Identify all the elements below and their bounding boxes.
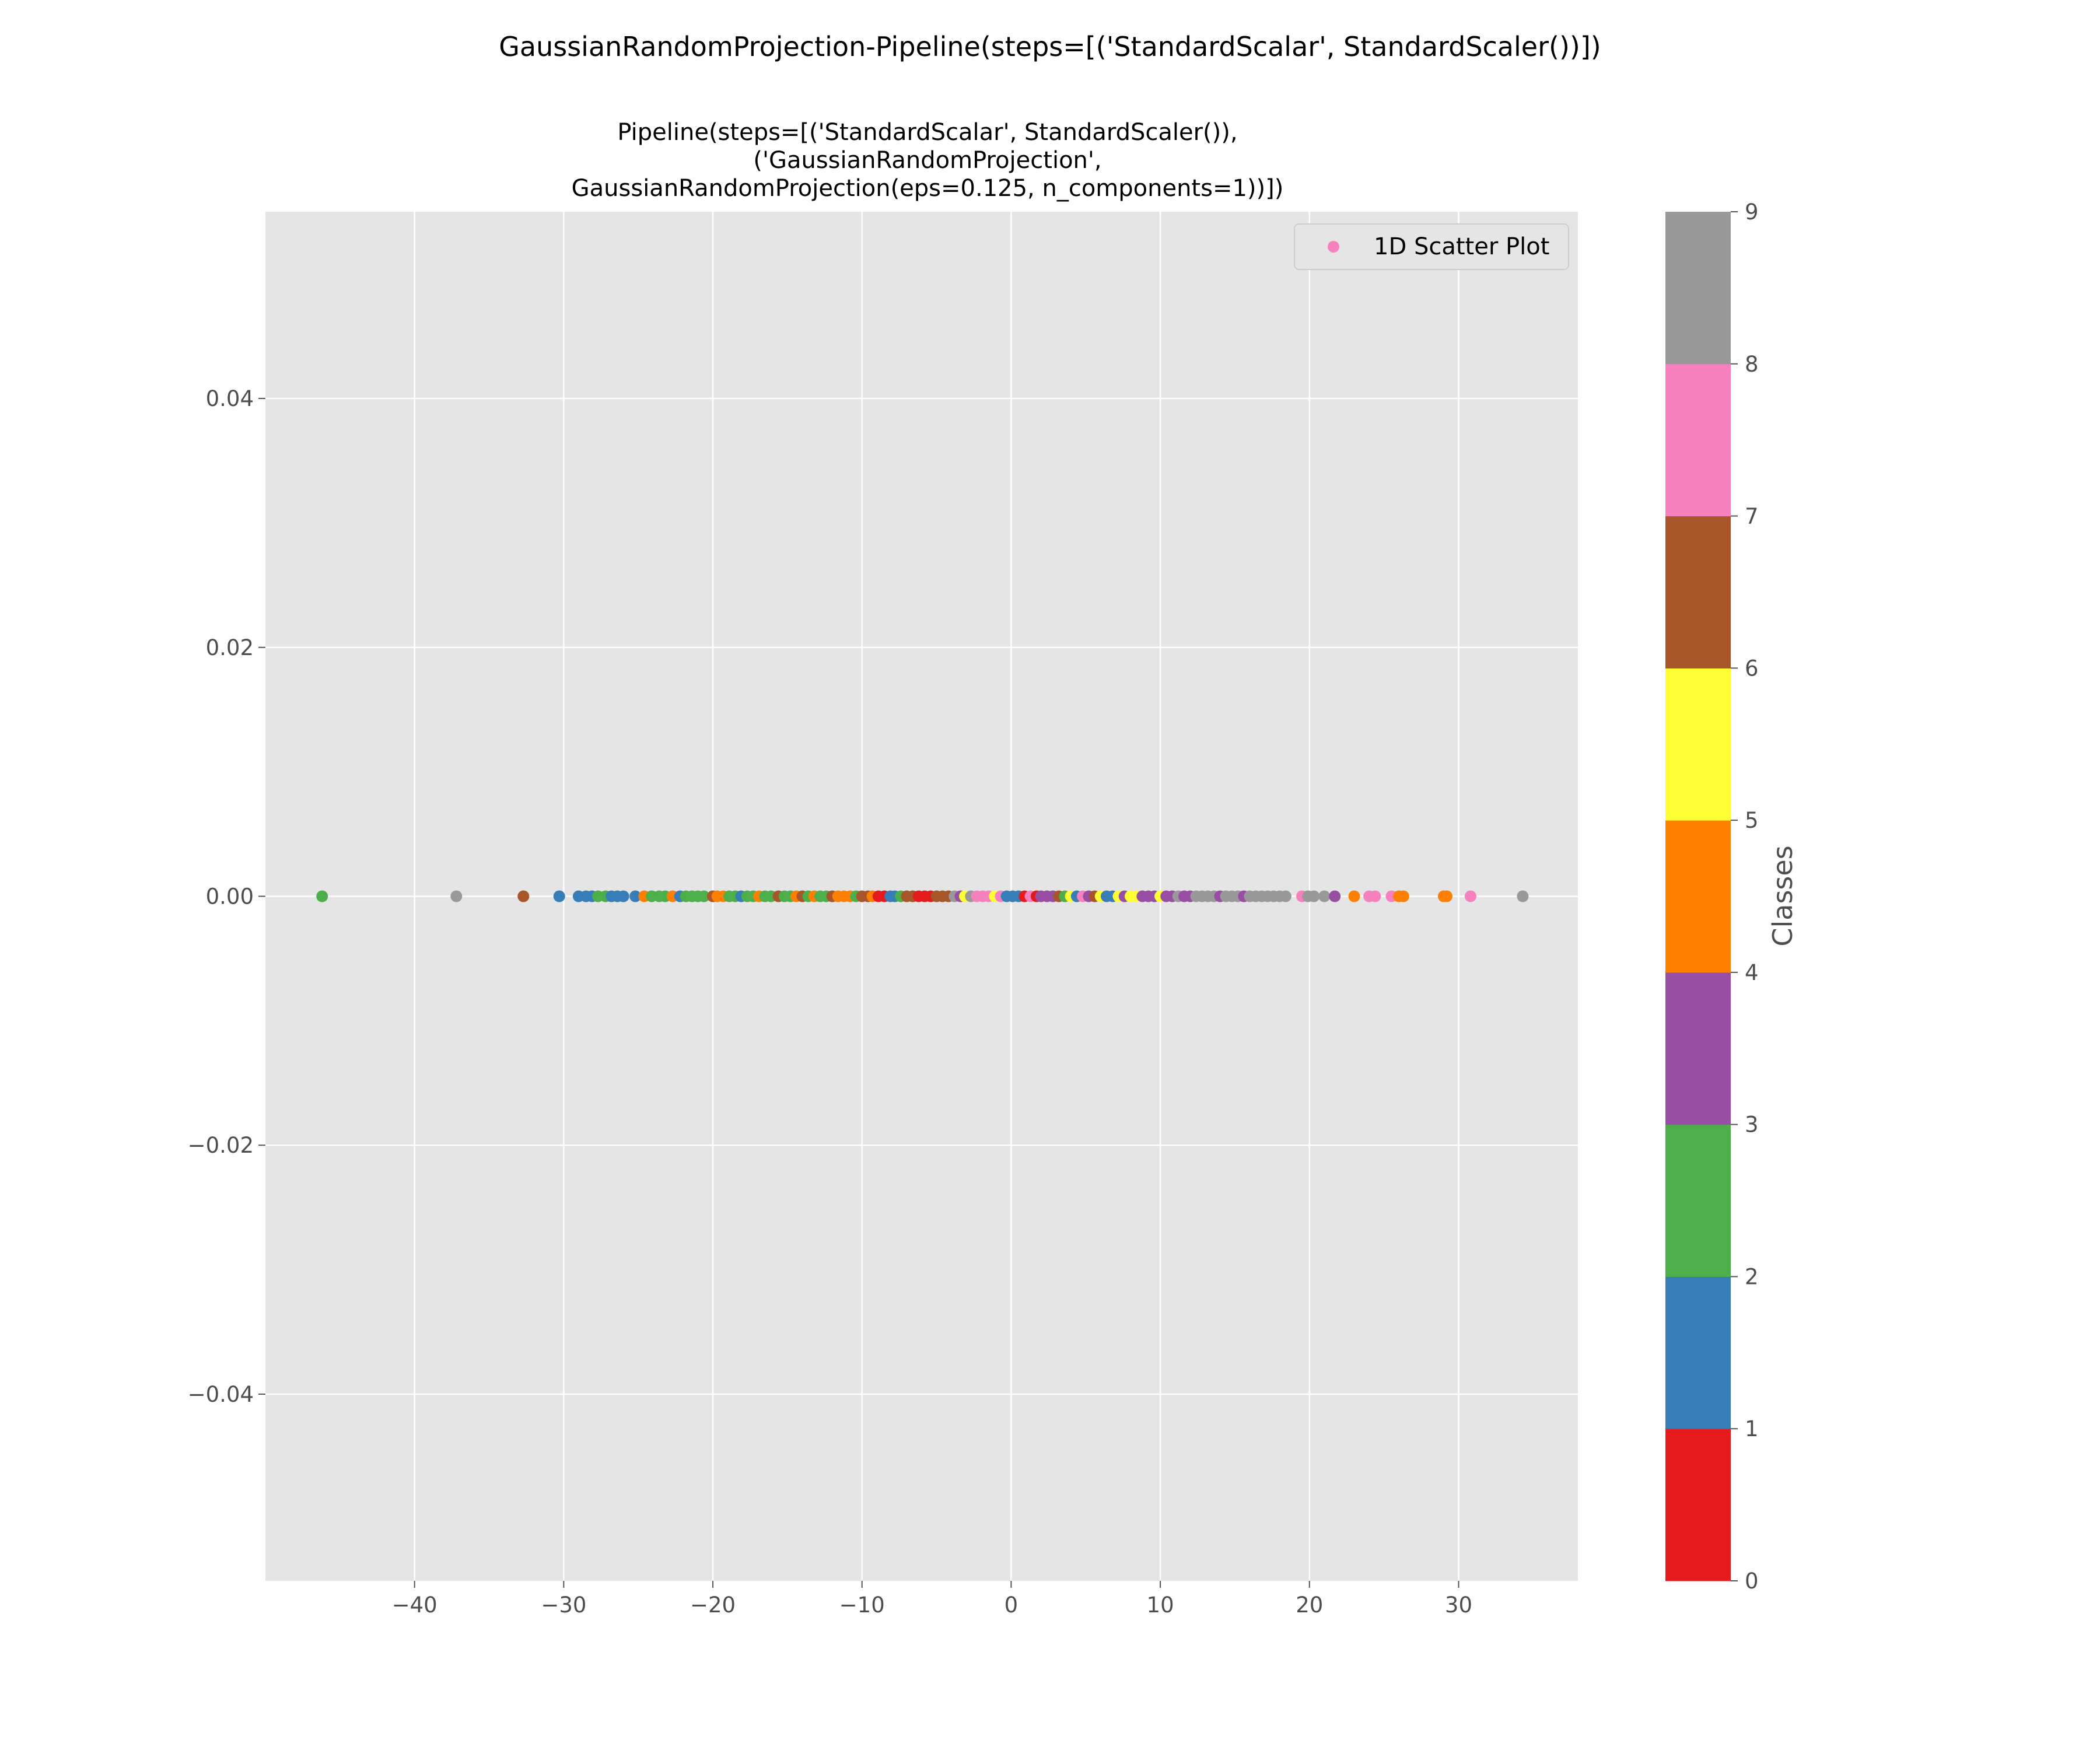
subtitle-line-3: GaussianRandomProjection(eps=0.125, n_co… (572, 175, 1284, 202)
y-axis-ticks: 0.04 0.02 0.00 −0.02 −0.04 (188, 386, 265, 1407)
x-tick-label: −30 (541, 1592, 586, 1618)
scatter-point (450, 890, 463, 902)
y-tick-label: 0.02 (206, 635, 254, 660)
legend: 1D Scatter Plot (1294, 223, 1569, 270)
colorbar-tick-label: 2 (1745, 1264, 1759, 1289)
x-axis-ticks: −40 −30 −20 −10 0 10 20 30 (392, 1581, 1472, 1618)
colorbar-segment (1665, 820, 1731, 973)
scatter-point (617, 890, 629, 902)
colorbar-tick-label: 0 (1745, 1569, 1759, 1594)
legend-marker (1328, 241, 1339, 253)
x-tick-label: −40 (392, 1592, 438, 1618)
y-tick-label: −0.02 (188, 1133, 254, 1158)
scatter-point (1517, 890, 1529, 902)
scatter-point (1329, 890, 1341, 902)
colorbar-tick-label: 7 (1745, 504, 1759, 529)
y-tick-label: 0.00 (206, 884, 254, 909)
scatter-point (1318, 890, 1331, 902)
x-tick-label: 20 (1296, 1592, 1323, 1618)
scatter-point (1464, 890, 1476, 902)
colorbar-segment (1665, 363, 1731, 517)
colorbar: 0 1 2 3 4 5 6 7 8 9 Classes (1665, 200, 1798, 1594)
colorbar-segment (1665, 1124, 1731, 1277)
colorbar-tick-label: 9 (1745, 200, 1759, 225)
scatter-point (629, 890, 642, 902)
scatter-point (553, 890, 565, 902)
scatter-point (517, 890, 530, 902)
colorbar-segment (1665, 1429, 1731, 1581)
colorbar-label: Classes (1767, 845, 1798, 946)
y-tick-label: 0.04 (206, 386, 254, 411)
x-tick-label: 30 (1445, 1592, 1472, 1618)
scatter-point (1279, 890, 1292, 902)
colorbar-tick-label: 3 (1745, 1112, 1759, 1138)
colorbar-tick-label: 8 (1745, 352, 1759, 377)
colorbar-tick-label: 1 (1745, 1416, 1759, 1441)
x-tick-label: −20 (690, 1592, 736, 1618)
scatter-point (1308, 890, 1320, 902)
scatter-point (1441, 890, 1452, 902)
legend-box (1294, 223, 1569, 270)
suptitle: GaussianRandomProjection-Pipeline(steps=… (499, 31, 1601, 62)
subtitle-line-2: ('GaussianRandomProjection', (753, 147, 1101, 174)
scatter-point (1369, 890, 1381, 902)
legend-label: 1D Scatter Plot (1374, 233, 1549, 260)
colorbar-segments (1665, 212, 1731, 1581)
x-tick-label: −10 (839, 1592, 885, 1618)
colorbar-tick-label: 5 (1745, 808, 1759, 833)
scatter-point (316, 890, 328, 902)
scatter-point (1348, 890, 1360, 902)
x-tick-label: 0 (1005, 1592, 1019, 1618)
colorbar-segment (1665, 516, 1731, 668)
colorbar-segment (1665, 1276, 1731, 1429)
colorbar-segment (1665, 972, 1731, 1125)
plot-area: −40 −30 −20 −10 0 10 20 30 0.04 0.02 0.00 −0.02 −0.… (188, 212, 1578, 1618)
y-tick-label: −0.04 (188, 1382, 254, 1407)
scatter-point (698, 890, 710, 902)
colorbar-ticks: 0 1 2 3 4 5 6 7 8 9 (1731, 200, 1759, 1594)
colorbar-tick-label: 4 (1745, 960, 1759, 985)
scatter-points (316, 890, 1529, 902)
scatter-point (1397, 890, 1409, 902)
colorbar-tick-label: 6 (1745, 656, 1759, 681)
subtitle-line-1: Pipeline(steps=[('StandardScalar', Stand… (617, 119, 1237, 146)
colorbar-segment (1665, 668, 1731, 821)
x-tick-label: 10 (1147, 1592, 1174, 1618)
colorbar-segment (1665, 212, 1731, 365)
